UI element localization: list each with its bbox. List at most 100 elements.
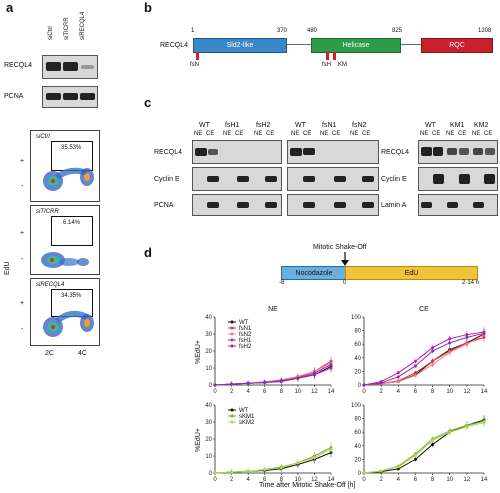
row-label-cyclin-e: Cyclin E bbox=[381, 176, 407, 183]
x-tick-label: 0 bbox=[213, 389, 217, 395]
band bbox=[80, 93, 95, 100]
data-point bbox=[396, 465, 400, 469]
data-point bbox=[312, 371, 316, 375]
data-point bbox=[379, 381, 383, 385]
data-point bbox=[431, 359, 435, 363]
x-tick-label: 8 bbox=[280, 477, 284, 483]
row-label-recql4: RECQL4 bbox=[154, 149, 183, 156]
facs-gate bbox=[51, 216, 93, 246]
band bbox=[290, 148, 302, 156]
x-tick-4c: 4C bbox=[78, 350, 87, 357]
data-point bbox=[246, 469, 250, 473]
legend-marker bbox=[230, 414, 234, 418]
band bbox=[421, 202, 432, 208]
panel-c-letter: c bbox=[144, 95, 152, 110]
data-point bbox=[413, 371, 417, 375]
data-point bbox=[329, 447, 333, 451]
data-point bbox=[465, 335, 469, 339]
group-label: KM2 bbox=[474, 122, 489, 129]
panel-d-letter: d bbox=[144, 245, 152, 260]
band bbox=[265, 176, 277, 182]
y-tick-label: 10 bbox=[205, 454, 212, 460]
band bbox=[484, 174, 495, 184]
x-tick-label: 4 bbox=[397, 389, 401, 395]
band bbox=[362, 176, 374, 182]
facs-condition: siCtrl bbox=[36, 134, 50, 140]
x-tick-label: 2 bbox=[379, 389, 383, 395]
band bbox=[473, 148, 483, 155]
data-point bbox=[413, 364, 417, 368]
band bbox=[473, 202, 484, 208]
facs-condition: siRECQL4 bbox=[36, 282, 65, 288]
mutant-marker-km bbox=[333, 52, 336, 60]
facs-condition: siTICRR bbox=[36, 209, 59, 215]
blot-c-recql4-1 bbox=[192, 140, 282, 164]
chart-title: NE bbox=[268, 306, 278, 313]
x-tick-label: 4 bbox=[246, 477, 250, 483]
group-label: fsN1 bbox=[322, 122, 337, 129]
data-point bbox=[296, 376, 300, 380]
row-label-pcna: PCNA bbox=[154, 202, 174, 209]
fraction-ne: NE bbox=[350, 131, 359, 137]
domain-helicase-label: Helicase bbox=[342, 42, 370, 49]
y-tick-label: 60 bbox=[354, 342, 361, 348]
band bbox=[46, 93, 61, 100]
blot-label-recql4: RECQL4 bbox=[4, 62, 33, 69]
x-tick-label: 8 bbox=[431, 477, 435, 483]
band bbox=[207, 202, 219, 208]
y-tick-label: 0 bbox=[358, 383, 362, 389]
x-tick-label: 14 bbox=[328, 477, 335, 483]
fraction-ne: NE bbox=[320, 131, 329, 137]
pos-825: 825 bbox=[392, 28, 403, 34]
series-line bbox=[363, 331, 485, 386]
data-point bbox=[431, 349, 435, 353]
x-tick-label: 10 bbox=[446, 477, 453, 483]
y-tick-label: 40 bbox=[354, 356, 361, 362]
band bbox=[265, 202, 277, 208]
series-line bbox=[214, 364, 332, 386]
band bbox=[334, 202, 346, 208]
row-label-recql4: RECQL4 bbox=[381, 149, 410, 156]
y-tick-label: 20 bbox=[354, 457, 361, 463]
band bbox=[46, 62, 61, 71]
domain-helicase: Helicase bbox=[311, 38, 401, 53]
legend-marker bbox=[230, 344, 234, 348]
blot-recql4-a bbox=[42, 55, 98, 79]
timeline-tick: 0 bbox=[343, 280, 347, 286]
mutant-fsn-label: fsN bbox=[190, 62, 199, 68]
x-axis-label: Time after Mitotic Shake-Off [h] bbox=[259, 482, 356, 489]
x-tick-label: 2 bbox=[230, 477, 234, 483]
y-axis-label: %EdU+ bbox=[195, 428, 202, 452]
y-axis-label: %EdU+ bbox=[195, 340, 202, 364]
fraction-ce: CE bbox=[266, 131, 275, 137]
mutant-marker-fsn bbox=[196, 52, 199, 60]
legend-marker bbox=[230, 408, 234, 412]
arrow-down-icon bbox=[341, 252, 349, 266]
y-tick-label: 10 bbox=[205, 366, 212, 372]
legend-marker bbox=[230, 320, 234, 324]
x-tick-label: 2 bbox=[230, 389, 234, 395]
band bbox=[207, 176, 219, 182]
domain-rqc: RQC bbox=[421, 38, 493, 53]
blot-c-cyclin-e-1 bbox=[192, 167, 282, 191]
group-label: KM1 bbox=[450, 122, 465, 129]
legend-label: sKM2 bbox=[239, 420, 255, 426]
data-point bbox=[448, 350, 452, 354]
data-point bbox=[279, 379, 283, 383]
x-tick-label: 0 bbox=[362, 477, 366, 483]
x-tick-label: 14 bbox=[481, 389, 488, 395]
legend-label: fsN1 bbox=[239, 326, 252, 332]
fraction-ne: NE bbox=[254, 131, 263, 137]
fraction-ce: CE bbox=[484, 131, 493, 137]
x-tick-label: 0 bbox=[213, 477, 217, 483]
minus-sign: - bbox=[21, 256, 24, 263]
series-line bbox=[363, 420, 485, 474]
band bbox=[303, 148, 315, 155]
data-point bbox=[448, 337, 452, 341]
data-point bbox=[213, 383, 217, 387]
y-tick-label: 80 bbox=[354, 329, 361, 335]
x-tick-label: 6 bbox=[263, 389, 267, 395]
data-point bbox=[296, 461, 300, 465]
x-tick-label: 12 bbox=[311, 477, 318, 483]
data-point bbox=[263, 468, 267, 472]
